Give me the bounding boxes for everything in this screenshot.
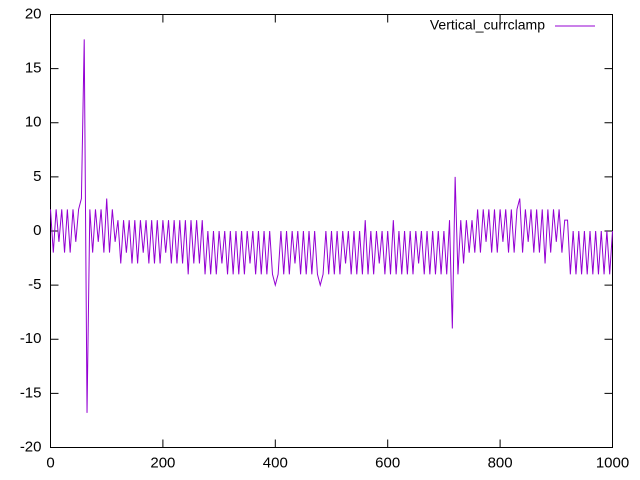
y-tick-label: -15 xyxy=(20,384,42,401)
y-tick-label: 5 xyxy=(33,168,41,185)
y-tick-label: -10 xyxy=(20,330,42,347)
x-tick-label: 200 xyxy=(150,454,175,471)
x-tick-label: 800 xyxy=(488,454,513,471)
x-tick-label: 0 xyxy=(46,454,54,471)
x-tick-label: 600 xyxy=(375,454,400,471)
data-line xyxy=(50,39,613,413)
y-tick-label: -5 xyxy=(28,276,41,293)
y-tick-label: -20 xyxy=(20,438,42,455)
y-tick-label: 20 xyxy=(25,5,42,22)
y-tick-label: 0 xyxy=(33,222,41,239)
x-tick-label: 1000 xyxy=(596,454,629,471)
legend-label: Vertical_currclamp xyxy=(430,17,545,33)
y-tick-label: 10 xyxy=(25,114,42,131)
y-tick-label: 15 xyxy=(25,60,42,77)
x-tick-label: 400 xyxy=(263,454,288,471)
